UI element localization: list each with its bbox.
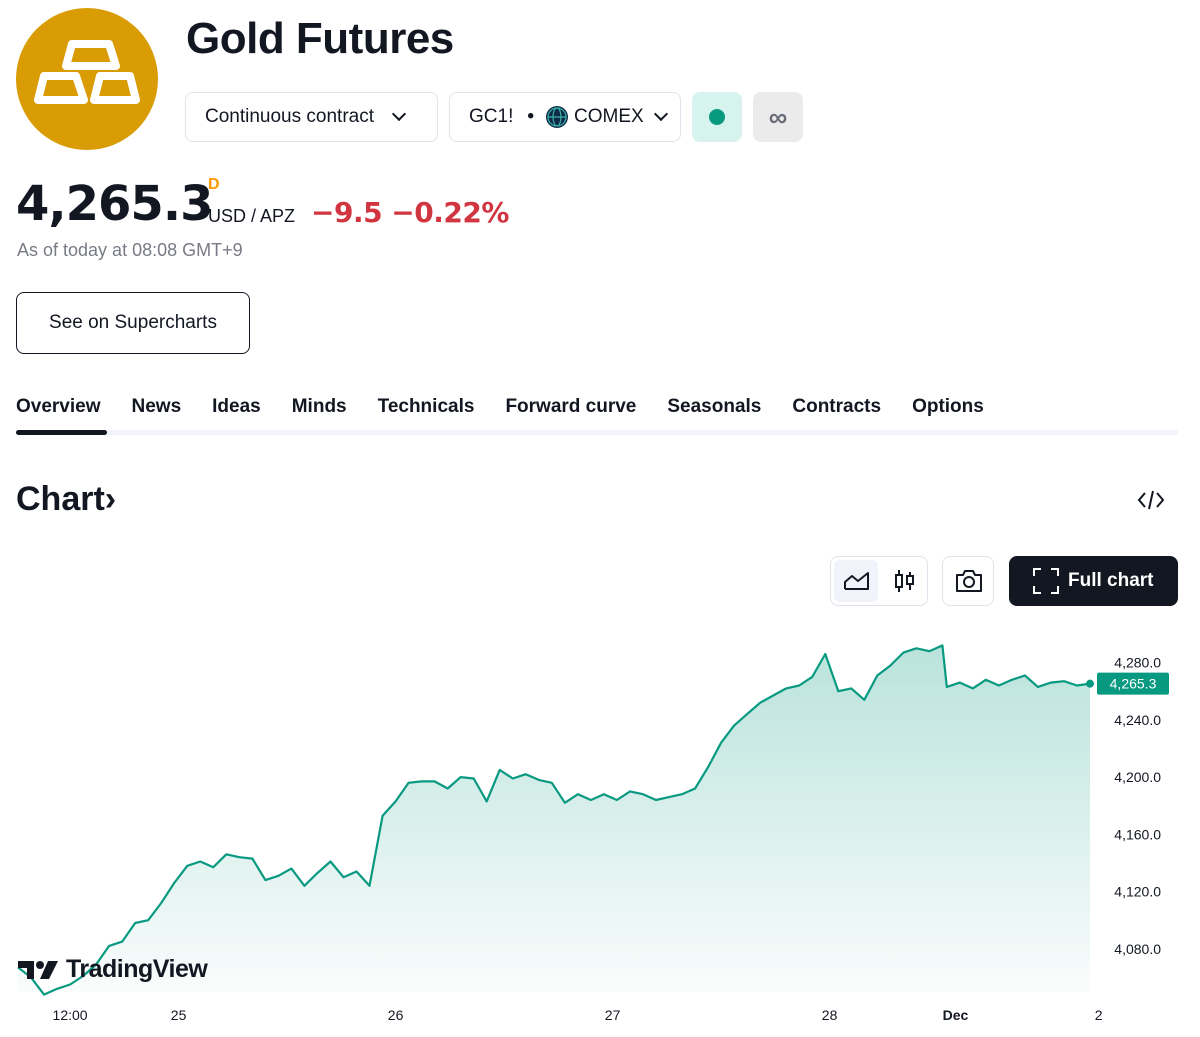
tab-contracts[interactable]: Contracts — [792, 396, 882, 417]
full-chart-button[interactable]: Full chart — [1009, 556, 1178, 606]
tab-options[interactable]: Options — [912, 396, 984, 417]
area-chart-icon — [844, 572, 869, 590]
chevron-down-icon — [391, 106, 407, 122]
gold-bars-icon — [34, 40, 140, 104]
candle-style-button[interactable] — [882, 560, 926, 602]
tab-minds[interactable]: Minds — [291, 396, 347, 417]
tab-technicals[interactable]: Technicals — [377, 396, 475, 417]
y-axis-tick-label: 4,280.0 — [1114, 655, 1161, 671]
y-axis-tick-label: 4,120.0 — [1114, 884, 1161, 900]
symbol-label: GC1! — [469, 106, 514, 127]
delayed-data-badge[interactable]: D — [208, 176, 220, 193]
tradingview-wordmark: TradingView — [66, 955, 208, 983]
last-price-badge — [1097, 672, 1169, 695]
tab-forward-curve[interactable]: Forward curve — [505, 396, 637, 417]
full-chart-label: Full chart — [1068, 570, 1154, 591]
tab-news[interactable]: News — [131, 396, 182, 417]
see-on-supercharts-button[interactable]: See on Supercharts — [16, 292, 250, 354]
x-axis-tick-label: Dec — [943, 1007, 969, 1023]
area-style-button[interactable] — [834, 560, 878, 602]
separator-dot: • — [527, 106, 535, 127]
camera-icon — [956, 570, 982, 592]
contract-type-label: Continuous contract — [205, 106, 374, 127]
chart-style-switcher — [830, 556, 928, 606]
x-axis-tick-label: 12:00 — [53, 1007, 88, 1023]
contract-type-dropdown[interactable]: Continuous contract — [185, 92, 438, 142]
tradingview-logo-icon — [18, 960, 58, 979]
last-price-label: 4,265.3 — [1110, 676, 1157, 692]
x-axis-tick-label: 27 — [605, 1007, 621, 1023]
symbol-dropdown[interactable]: GC1! • COMEX — [449, 92, 681, 142]
tradingview-watermark: TradingView — [18, 955, 208, 984]
x-axis-tick-label: 28 — [822, 1007, 838, 1023]
x-axis-tick-label: 2 — [1095, 1007, 1103, 1023]
instrument-logo — [16, 8, 158, 150]
price-currency: USD / APZ — [208, 206, 296, 226]
chevron-right-icon: › — [104, 480, 117, 518]
last-price: 4,265.3 — [16, 176, 213, 232]
continuous-contract-button[interactable]: ∞ — [753, 92, 803, 142]
y-axis-tick-label: 4,240.0 — [1114, 712, 1161, 728]
chevron-down-icon — [653, 106, 668, 122]
tab-seasonals[interactable]: Seasonals — [667, 396, 762, 417]
price-line — [17, 644, 1091, 996]
section-tabs: Overview News Ideas Minds Technicals For… — [16, 396, 1015, 432]
tab-ideas[interactable]: Ideas — [212, 396, 261, 417]
quote-timestamp: As of today at 08:08 GMT+9 — [17, 240, 243, 260]
page-title: Gold Futures — [186, 14, 454, 63]
market-status-button[interactable] — [692, 92, 742, 142]
supercharts-button-label: See on Supercharts — [49, 312, 217, 333]
price-change: −9.5 −0.22% — [311, 196, 509, 229]
chart-heading: Chart — [16, 480, 105, 518]
market-open-dot-icon — [709, 109, 725, 125]
chart-section-link[interactable]: Chart› — [16, 480, 116, 519]
snapshot-button[interactable] — [942, 556, 994, 606]
last-price-dot — [1086, 679, 1094, 688]
price-chart[interactable]: 4,280.0 4,240.0 4,200.0 4,160.0 4,120.0 4,080… — [0, 620, 1200, 1037]
embed-code-icon[interactable] — [1136, 488, 1166, 512]
active-tab-indicator — [16, 430, 107, 435]
infinity-icon: ∞ — [768, 101, 788, 132]
y-axis-tick-label: 4,200.0 — [1114, 769, 1161, 785]
fullscreen-icon — [1033, 568, 1059, 594]
tabs-track — [16, 430, 1178, 435]
exchange-globe-icon — [546, 106, 569, 128]
y-axis-tick-label: 4,080.0 — [1114, 941, 1161, 957]
x-axis-tick-label: 26 — [388, 1007, 404, 1023]
candlestick-icon — [895, 570, 914, 592]
y-axis-tick-label: 4,160.0 — [1114, 826, 1161, 842]
price-area-fill — [18, 645, 1090, 995]
tab-overview[interactable]: Overview — [16, 396, 101, 417]
x-axis-tick-label: 25 — [171, 1007, 187, 1023]
exchange-label: COMEX — [574, 106, 644, 127]
